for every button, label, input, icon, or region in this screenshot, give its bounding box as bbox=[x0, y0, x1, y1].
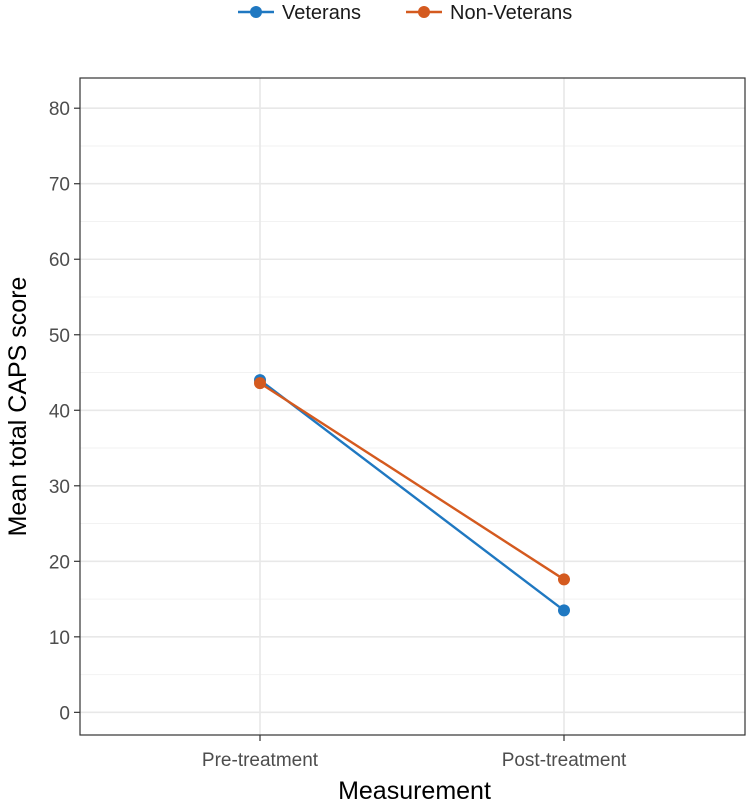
minor-gridlines bbox=[80, 145, 745, 676]
x-axis-ticks: Pre-treatment Post-treatment bbox=[202, 735, 627, 771]
y-tick-label: 60 bbox=[49, 250, 70, 271]
plot-panel-border bbox=[79, 77, 746, 736]
x-tick-label: Pre-treatment bbox=[202, 750, 319, 771]
y-tick-label: 20 bbox=[49, 552, 70, 573]
legend-label: Non-Veterans bbox=[450, 2, 572, 24]
series-line bbox=[259, 382, 565, 581]
legend-label: Veterans bbox=[282, 2, 361, 24]
x-tick-label: Post-treatment bbox=[502, 750, 627, 771]
series-layer bbox=[254, 374, 570, 617]
x-axis-title: Measurement bbox=[338, 777, 491, 804]
y-tick-label: 10 bbox=[49, 628, 70, 649]
legend-item: Veterans bbox=[238, 2, 361, 24]
series-line bbox=[259, 379, 565, 612]
data-point bbox=[254, 377, 266, 390]
legend-item: Non-Veterans bbox=[406, 2, 572, 24]
legend-key-marker bbox=[250, 6, 262, 18]
y-tick-label: 0 bbox=[59, 703, 70, 724]
y-tick-label: 30 bbox=[49, 477, 70, 498]
y-tick-label: 50 bbox=[49, 326, 70, 347]
data-point bbox=[558, 604, 570, 617]
data-point bbox=[558, 573, 570, 586]
y-tick-label: 80 bbox=[49, 99, 70, 120]
y-axis-ticks: 0 10 20 30 40 50 60 70 80 bbox=[49, 99, 80, 724]
y-axis-title: Mean total CAPS score bbox=[4, 277, 32, 537]
legend-key-marker bbox=[418, 6, 430, 18]
major-gridlines bbox=[80, 78, 745, 735]
legend: Veterans Non-Veterans bbox=[238, 2, 572, 24]
y-tick-label: 70 bbox=[49, 175, 70, 196]
y-tick-label: 40 bbox=[49, 401, 70, 422]
